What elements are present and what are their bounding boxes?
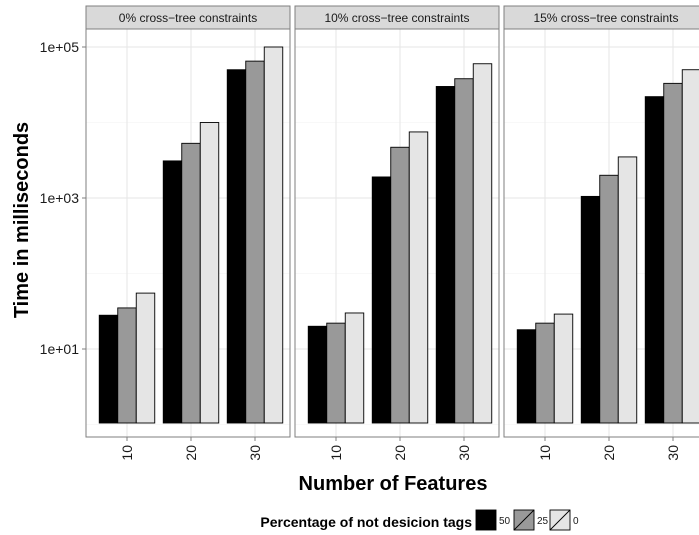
y-axis-title: Time in milliseconds [11, 122, 33, 318]
bar [307, 325, 328, 424]
x-axis-title: Number of Features [299, 473, 488, 495]
x-tick-label: 30 [247, 445, 263, 461]
panel: 10% cross−tree constraints 10 20 30 [294, 5, 500, 461]
legend-label: 0 [573, 516, 579, 527]
legend-key [475, 509, 497, 531]
bar [226, 69, 247, 424]
legend-label: 50 [499, 516, 511, 527]
bar [553, 313, 574, 424]
bar [472, 63, 493, 424]
strip-background [294, 5, 500, 30]
legend-label: 25 [537, 516, 549, 527]
bar [408, 131, 429, 424]
strip-label: 15% cross−tree constraints [533, 11, 678, 25]
strip-label: 0% cross−tree constraints [119, 11, 257, 25]
y-tick-label: 1e+03 [40, 190, 80, 206]
legend-key-slash [549, 509, 571, 531]
bar [390, 146, 410, 424]
x-tick-label: 30 [456, 445, 472, 461]
x-tick-label: 10 [328, 445, 344, 461]
bar [644, 96, 665, 424]
strip-background [85, 5, 291, 30]
bar [599, 174, 619, 424]
x-tick-label: 20 [183, 445, 199, 461]
bar [535, 322, 555, 424]
bar [580, 195, 601, 424]
strip-label: 10% cross−tree constraints [324, 11, 469, 25]
bar [162, 160, 183, 424]
bar [181, 142, 201, 424]
bar [199, 122, 220, 424]
y-axis: 1e+01 1e+03 1e+05 [40, 39, 86, 357]
bar [117, 307, 137, 424]
bar [245, 60, 265, 424]
bar [617, 156, 638, 424]
legend-key-slash [513, 509, 535, 531]
bar [516, 329, 537, 424]
x-tick-label: 10 [119, 445, 135, 461]
strip-background [503, 5, 699, 30]
bar [263, 46, 284, 424]
bar [435, 86, 456, 424]
bar [135, 292, 156, 424]
x-tick-label: 30 [665, 445, 681, 461]
x-tick-label: 10 [537, 445, 553, 461]
bar [663, 82, 683, 424]
legend: Percentage of not desicion tags 50 25 0 [260, 509, 579, 531]
panel: 15% cross−tree constraints 10 20 30 [503, 5, 699, 461]
bar [454, 78, 474, 424]
x-tick-label: 20 [601, 445, 617, 461]
x-tick-label: 20 [392, 445, 408, 461]
y-tick-label: 1e+01 [40, 341, 80, 357]
y-tick-label: 1e+05 [40, 39, 80, 55]
bar [98, 314, 119, 424]
legend-title: Percentage of not desicion tags [260, 514, 472, 530]
bar [681, 69, 699, 424]
bar [344, 312, 365, 424]
legend-items: 50 25 0 [475, 509, 579, 531]
panel: 0% cross−tree constraints 10 20 30 [85, 5, 291, 461]
bar [371, 176, 392, 424]
bar [326, 322, 346, 424]
